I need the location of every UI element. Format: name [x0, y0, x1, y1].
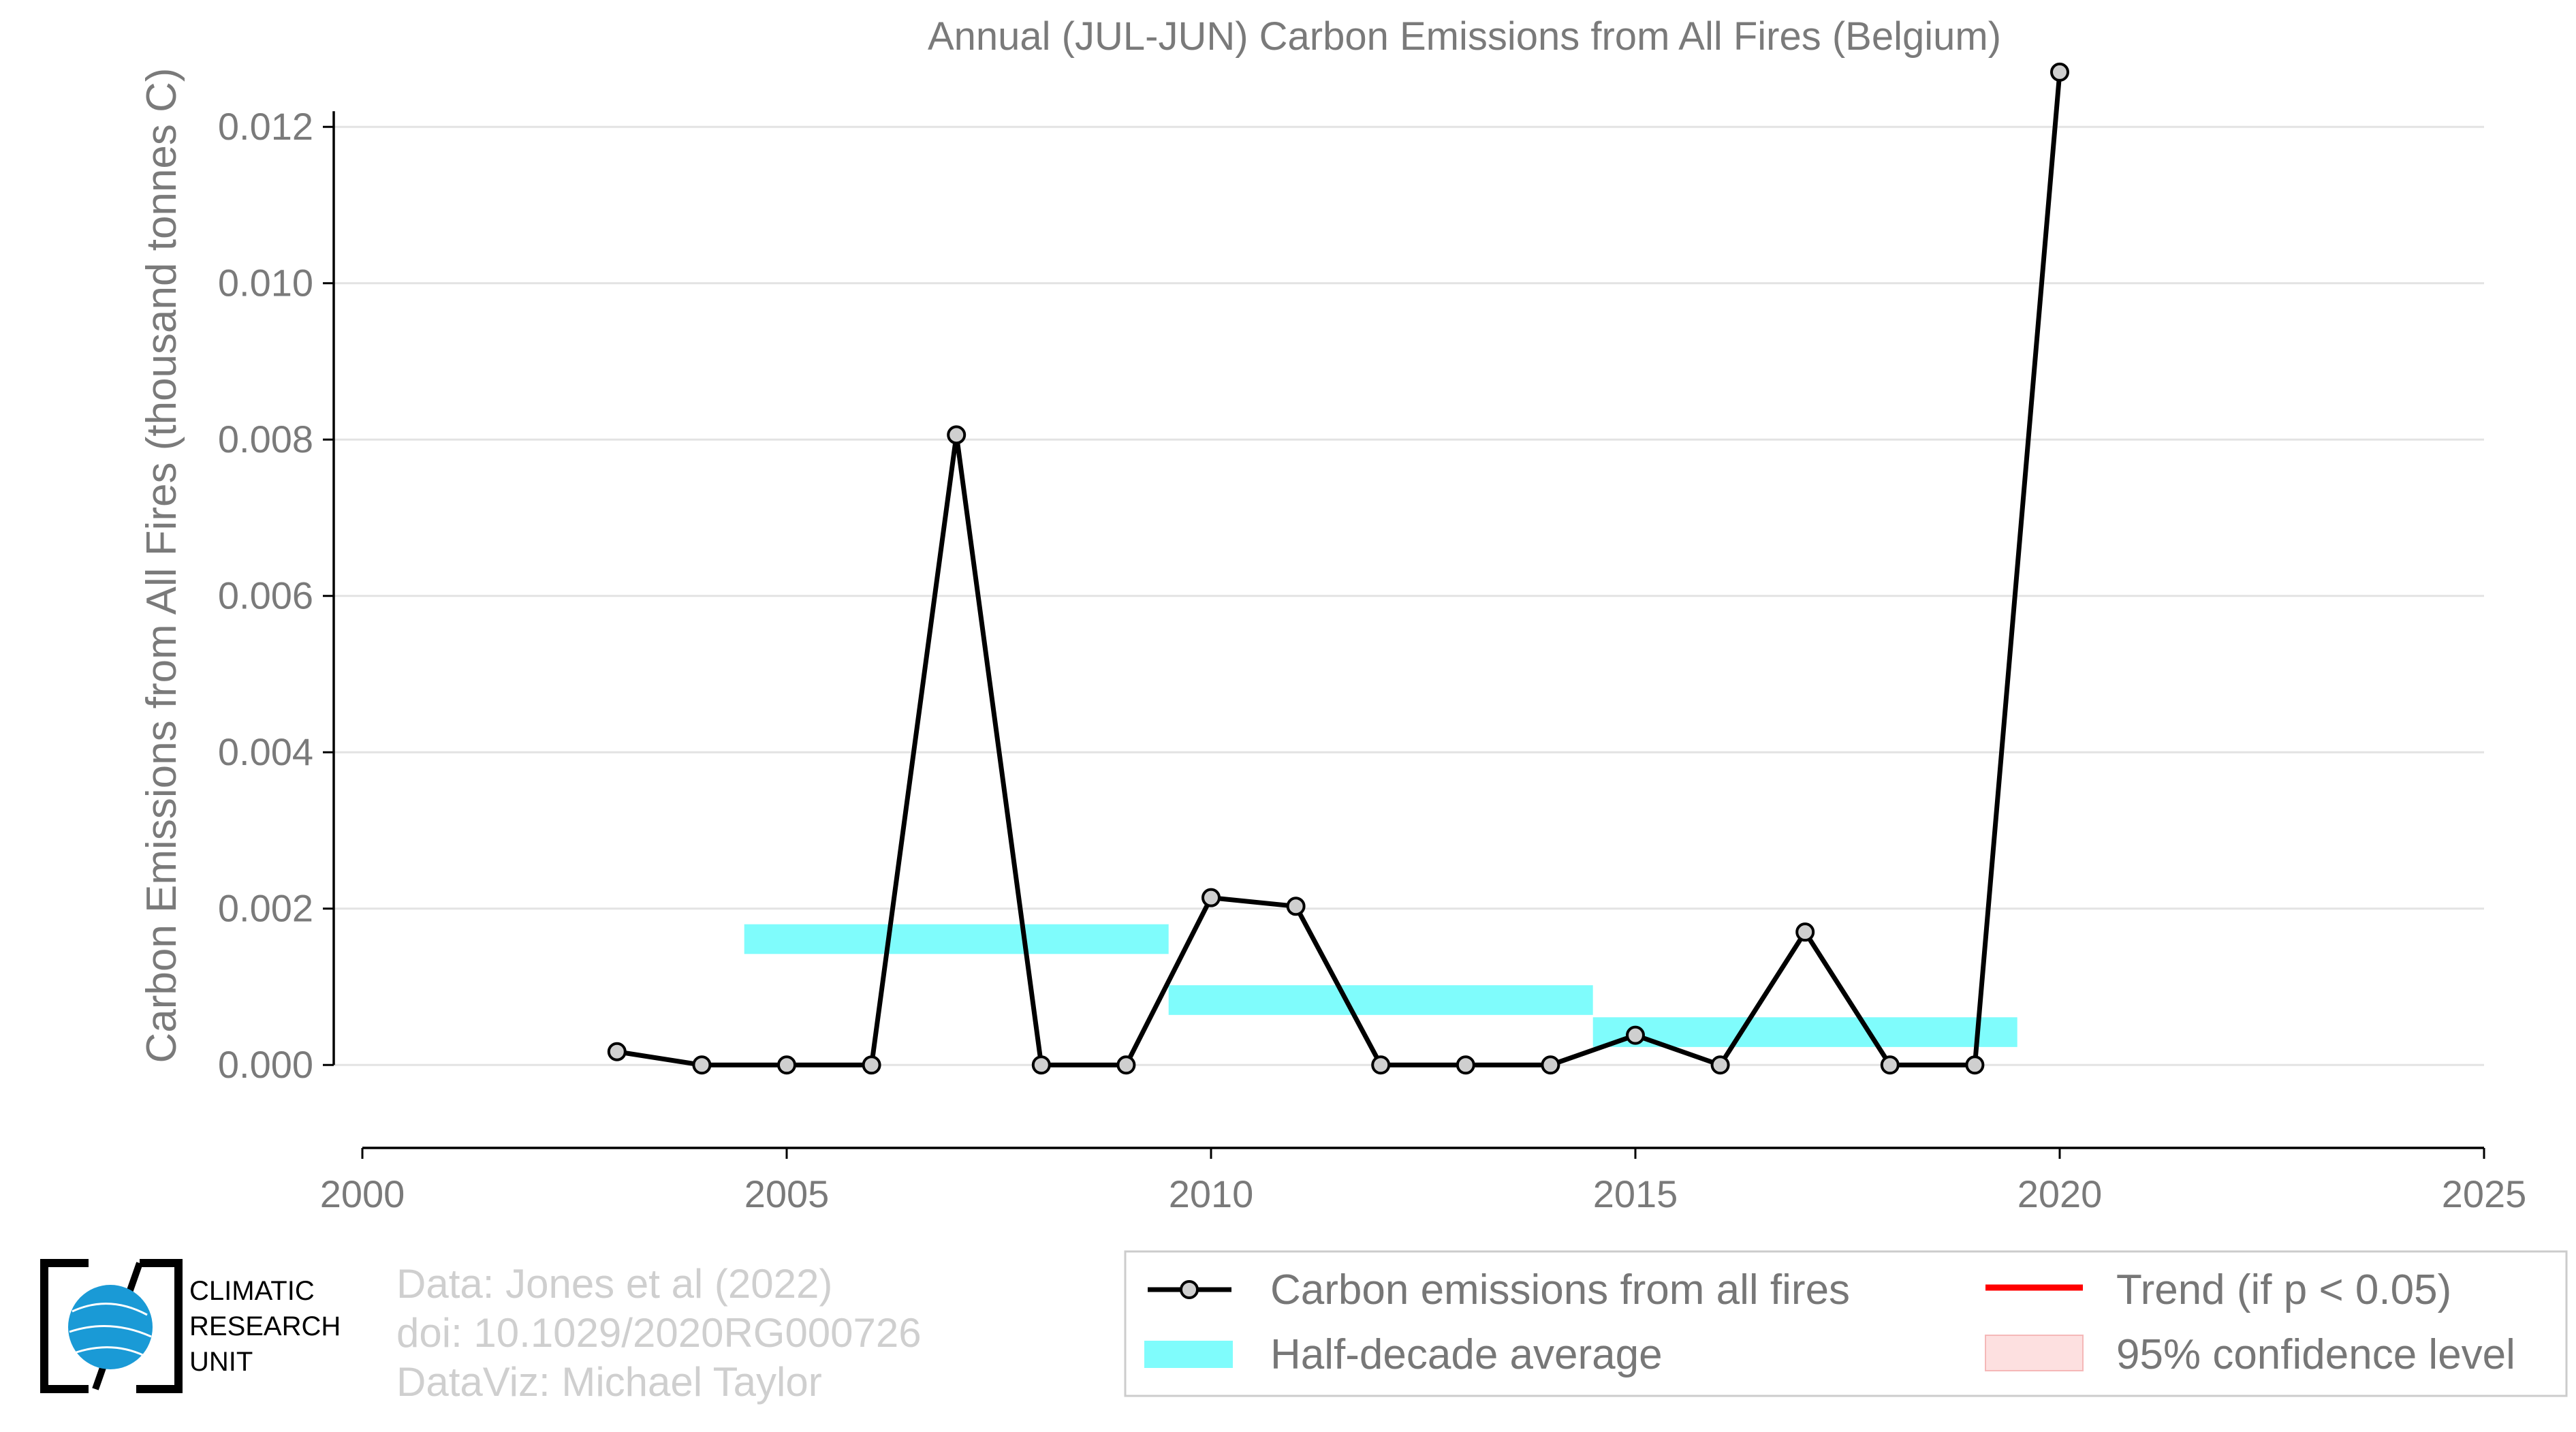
data-point [1541, 1055, 1560, 1075]
data-point [1371, 1055, 1391, 1075]
legend-frame [1124, 1250, 2568, 1397]
data-point [947, 425, 967, 445]
emissions-series [607, 62, 2069, 1075]
x-tick-label: 2005 [744, 1172, 830, 1215]
credit-data: Data: Jones et al (2022) [396, 1261, 832, 1307]
data-point [1626, 1025, 1645, 1045]
legend-label-confidence: 95% confidence level [2116, 1331, 2515, 1378]
legend-label-average: Half-decade average [1270, 1331, 1663, 1378]
y-tick-label: 0.002 [218, 887, 313, 930]
half-decade-average-bar [1592, 1017, 2017, 1047]
half-decade-average-bar [1168, 985, 1593, 1015]
credit-dataviz: DataViz: Michael Taylor [396, 1359, 822, 1405]
y-tick-label: 0.000 [218, 1043, 313, 1086]
cru-logo: CLIMATIC RESEARCH UNIT [40, 1259, 341, 1393]
data-point [1201, 888, 1221, 907]
data-point [1456, 1055, 1475, 1075]
data-point [1286, 897, 1306, 916]
data-point [1031, 1055, 1051, 1075]
y-tick-label: 0.004 [218, 730, 313, 773]
data-point [607, 1042, 627, 1061]
half-decade-average-bar [744, 924, 1169, 954]
data-point [1880, 1055, 1900, 1075]
x-tick-label: 2000 [320, 1172, 405, 1215]
half-decade-average-bars [744, 924, 2017, 1047]
x-axis-ticks: 2000 2005 2010 2015 2020 2025 [320, 1148, 2527, 1215]
y-axis-label: Carbon Emissions from All Fires (thousan… [138, 67, 185, 1063]
x-tick-label: 2025 [2442, 1172, 2527, 1215]
x-tick-label: 2010 [1169, 1172, 1254, 1215]
logo-text-line2: RESEARCH [189, 1311, 341, 1341]
y-tick-label: 0.006 [218, 574, 313, 617]
logo-bracket-shape [40, 1259, 183, 1393]
data-point [1795, 922, 1815, 942]
chart-title: Annual (JUL-JUN) Carbon Emissions from A… [928, 14, 2001, 59]
data-point [777, 1055, 796, 1075]
legend-label-trend: Trend (if p < 0.05) [2116, 1266, 2451, 1313]
legend-label-emissions: Carbon emissions from all fires [1270, 1266, 1850, 1313]
data-point [2050, 62, 2069, 82]
legend-confidence-swatch [1985, 1335, 2084, 1371]
y-tick-label: 0.012 [218, 105, 313, 148]
legend: Carbon emissions from all fires Trend (i… [1124, 1250, 2568, 1397]
logo-text-line3: UNIT [189, 1347, 253, 1377]
x-tick-label: 2020 [2017, 1172, 2103, 1215]
grid-lines [334, 125, 2484, 1066]
x-tick-label: 2015 [1593, 1172, 1678, 1215]
data-point [1116, 1055, 1136, 1075]
data-point [1965, 1055, 1985, 1075]
logo-text-line1: CLIMATIC [189, 1276, 315, 1306]
data-point [692, 1055, 712, 1075]
y-tick-label: 0.010 [218, 262, 313, 305]
data-point [862, 1055, 881, 1075]
legend-average-swatch [1144, 1341, 1233, 1368]
emissions-line [616, 72, 2062, 1068]
globe-lines-shape [69, 1303, 152, 1357]
y-tick-label: 0.008 [218, 418, 313, 461]
data-point [1710, 1055, 1730, 1075]
legend-marker-swatch [1180, 1280, 1199, 1299]
y-axis-ticks: 0.000 0.002 0.004 0.006 0.008 0.010 0.012 [218, 105, 334, 1086]
credit-doi: doi: 10.1029/2020RG000726 [396, 1310, 922, 1356]
